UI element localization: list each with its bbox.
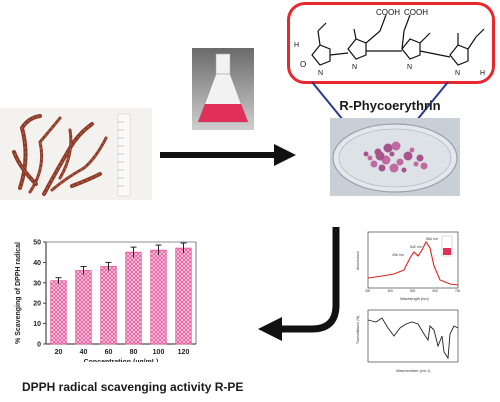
phycoerythrobilin-structure: COOH COOH O N N N N H H [294, 8, 485, 77]
ir-plot-frame [367, 309, 459, 363]
molecule-frame: COOH COOH O N N N N H H [287, 2, 495, 84]
uv-xtick-label: 600 [433, 289, 439, 293]
ftir-spectrum: Transmittance (%) Wavenumber (cm-1) [354, 306, 462, 376]
atom-n-label-2: N [352, 64, 357, 71]
arrow-right-1 [160, 144, 296, 166]
chart-caption: DPPH radical scavenging activity R-PE [22, 380, 244, 394]
atom-o-label: O [300, 60, 306, 69]
seaweed-photo [0, 108, 152, 200]
x-tick-label: 20 [55, 349, 63, 356]
atom-n-label-1: N [318, 70, 323, 77]
bar [50, 280, 67, 345]
y-tick-label: 50 [33, 240, 41, 247]
uv-xlabel: Wavelength (nm) [400, 297, 430, 301]
y-tick-label: 40 [33, 260, 41, 267]
y-tick-label: 20 [33, 301, 41, 308]
bar [125, 251, 142, 345]
uv-xtick-label: 400 [388, 289, 394, 293]
cooh-label-2: COOH [404, 8, 428, 17]
ruler-icon [117, 113, 131, 197]
dpph-bar-chart: 0 10 20 30 40 50 20 40 60 80 100 120 Concentration (… [15, 240, 197, 362]
x-tick-label: 60 [105, 349, 113, 356]
ir-curve [367, 317, 459, 360]
y-tick-label: 10 [33, 321, 41, 328]
y-tick-label: 0 [37, 342, 41, 349]
molecule-title: R-Phycoerythrin [339, 98, 441, 113]
uv-peak-label-2: 542 nm [410, 245, 422, 249]
uv-xtick-label: 300 [365, 289, 371, 293]
uv-plot-frame [367, 231, 459, 289]
uv-vis-spectrum: 496 nm 542 nm 564 nm Absorbance Waveleng… [354, 228, 462, 304]
x-tick-label: 120 [178, 349, 190, 356]
cooh-label-1: COOH [376, 8, 400, 17]
seaweed-icon [12, 114, 108, 196]
y-axis-label: % Scavenging of DPPH radical [15, 242, 22, 344]
bar [100, 266, 117, 345]
powder-icon [363, 141, 428, 173]
bar [175, 247, 192, 345]
uv-curve [367, 240, 459, 286]
atom-h-label-2: H [480, 70, 485, 77]
uv-xtick-label: 500 [410, 289, 416, 293]
flask-photo [192, 48, 254, 130]
x-axis-label: Concentration (µg/mL) [84, 359, 159, 362]
atom-n-label-3: N [407, 64, 412, 71]
x-tick-label: 40 [80, 349, 88, 356]
atom-n-label-4: N [455, 70, 460, 77]
pink-solution [198, 104, 248, 122]
x-tick-label: 80 [130, 349, 138, 356]
arrow-down-left [258, 227, 340, 341]
uv-xtick-label: 700 [455, 289, 461, 293]
bar [75, 270, 92, 345]
uv-ylabel: Absorbance [356, 251, 360, 270]
uv-peak-label-3: 564 nm [426, 237, 438, 241]
y-tick-label: 30 [33, 280, 41, 287]
uv-peak-label-1: 496 nm [392, 253, 404, 257]
atom-h-label-1: H [294, 42, 299, 49]
cuvette-icon [443, 248, 451, 255]
ir-ylabel: Transmittance (%) [356, 316, 360, 344]
petri-dish-photo [330, 118, 460, 196]
bar [150, 249, 167, 345]
ir-xlabel: Wavenumber (cm-1) [396, 369, 431, 373]
x-tick-label: 100 [153, 349, 165, 356]
